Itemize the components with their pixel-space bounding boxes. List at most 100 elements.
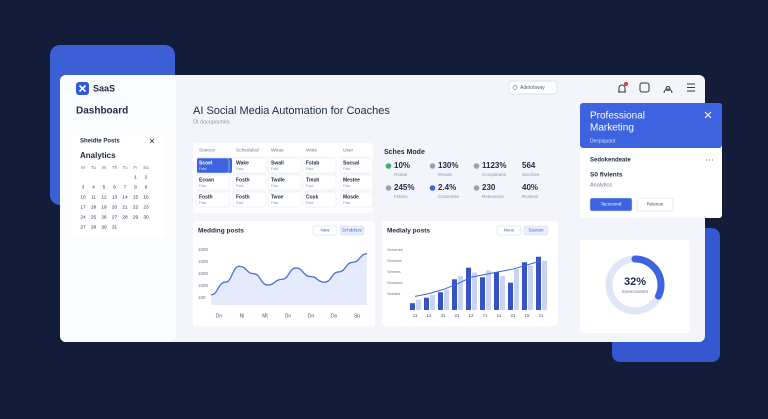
stats-title: Sches Mode [384, 149, 425, 156]
y-label: 1000 [198, 259, 209, 264]
y-label: Senenes [387, 247, 403, 252]
trend-line [414, 260, 542, 297]
column-header: Wote [306, 147, 317, 153]
calendar-subtitle: Analytics [80, 151, 116, 160]
cell-box [195, 191, 230, 208]
card-title: Marketing [590, 123, 634, 134]
cell-sub: Fstd [306, 184, 313, 188]
card-button[interactable] [589, 197, 633, 212]
cell-box [195, 157, 230, 174]
close-icon[interactable] [149, 138, 155, 144]
calendar-day: 14 [122, 194, 128, 200]
bar [500, 275, 505, 310]
cell-box [302, 191, 337, 208]
cell-sub: Fstd [306, 167, 313, 171]
stat-value: 10% [394, 161, 410, 170]
card-button-label: Relenoe [647, 202, 664, 207]
brand: SaaS [93, 83, 115, 93]
chart-button[interactable] [496, 225, 522, 236]
calendar-day: 1 [134, 174, 137, 180]
x-label: 11 [497, 313, 502, 318]
weekday: Th [112, 165, 118, 170]
bar [410, 303, 415, 310]
menu-icon[interactable] [687, 83, 695, 92]
bar [508, 282, 513, 310]
cell-sub: Fstd [271, 184, 278, 188]
stat-icon [473, 163, 480, 169]
cell-sub: Fstd [271, 201, 278, 205]
cell-sub: Fstd [343, 167, 350, 171]
calendar-day: 28 [91, 224, 97, 230]
chart-title: Medding posts [198, 228, 244, 235]
bar [472, 272, 477, 310]
card-title: Professional [590, 111, 645, 122]
calendar-day: 17 [80, 204, 86, 210]
close-icon[interactable] [704, 111, 712, 119]
card-button[interactable] [636, 197, 674, 212]
bar [452, 279, 457, 310]
chart-button-label: Nvoo [504, 228, 515, 233]
cell-sub: Fstd [343, 201, 350, 205]
x-label: Dn [285, 313, 292, 319]
cell-sub: Fstd [236, 167, 243, 171]
calendar-day: 11 [91, 194, 96, 200]
chart-button[interactable] [523, 225, 549, 236]
stat-value: 40% [522, 183, 538, 192]
search-box[interactable] [508, 80, 558, 95]
search-text: Adetobway [520, 85, 545, 91]
cell-main: Fosth [236, 194, 250, 200]
chart-button-label: Seocsn [528, 228, 544, 233]
x-label: Mt [262, 313, 268, 319]
page-subtitle: Ol docopoches [193, 119, 230, 125]
bell-icon[interactable] [618, 84, 626, 93]
calendar-card [72, 135, 165, 237]
stat-value: 245% [394, 183, 414, 192]
weekday: Sa [143, 165, 149, 170]
column-header: Scheduled [236, 147, 259, 153]
calendar-day: 3 [82, 184, 85, 190]
y-label: 1000 [198, 283, 209, 288]
stat-label: Rotate [394, 172, 408, 177]
stat-value: 2.4% [438, 183, 456, 192]
user-icon[interactable] [663, 86, 673, 94]
chart-button[interactable] [339, 225, 365, 236]
chart-button[interactable] [312, 225, 338, 236]
bar [458, 275, 463, 310]
cell-main: Wake [236, 160, 249, 166]
bar [542, 260, 547, 310]
cell-sub: Fstd [199, 167, 206, 171]
weekday: Tu [91, 165, 97, 170]
bar [486, 270, 491, 310]
stat-label: Fstsen [394, 194, 408, 199]
search-icon [512, 85, 518, 90]
stat-value: 230 [482, 183, 496, 192]
cell-box [267, 157, 302, 174]
y-label: Senees [387, 269, 401, 274]
x-label: Sn [354, 313, 360, 319]
calendar-day: 9 [145, 184, 148, 190]
chart-button-label: Schddoze [342, 228, 363, 233]
calendar-icon[interactable] [639, 82, 650, 93]
nav-title: Dashboard [76, 106, 128, 117]
cell-sub: Fstd [271, 167, 278, 171]
cell-box [339, 191, 374, 208]
y-label: Sensete [387, 258, 402, 263]
cell-main: Swall [271, 160, 284, 166]
calendar-day: 30 [143, 214, 149, 220]
x-label: 21 [454, 313, 460, 318]
stat-icon [385, 185, 392, 191]
calendar-day: 27 [80, 224, 86, 230]
cell-box [195, 174, 230, 191]
calendar-day: 18 [91, 204, 97, 210]
cell-box [232, 191, 267, 208]
calendar-day: 8 [134, 184, 137, 190]
cell-main: Fosth [199, 194, 213, 200]
cell-sub: Fstd [199, 184, 206, 188]
table-card [193, 143, 373, 213]
cell-sub: Fstd [199, 201, 206, 205]
cell-box [302, 157, 337, 174]
x-label: 11 [413, 313, 418, 318]
calendar-day: 6 [113, 184, 116, 190]
weekday: Tu [122, 165, 128, 170]
